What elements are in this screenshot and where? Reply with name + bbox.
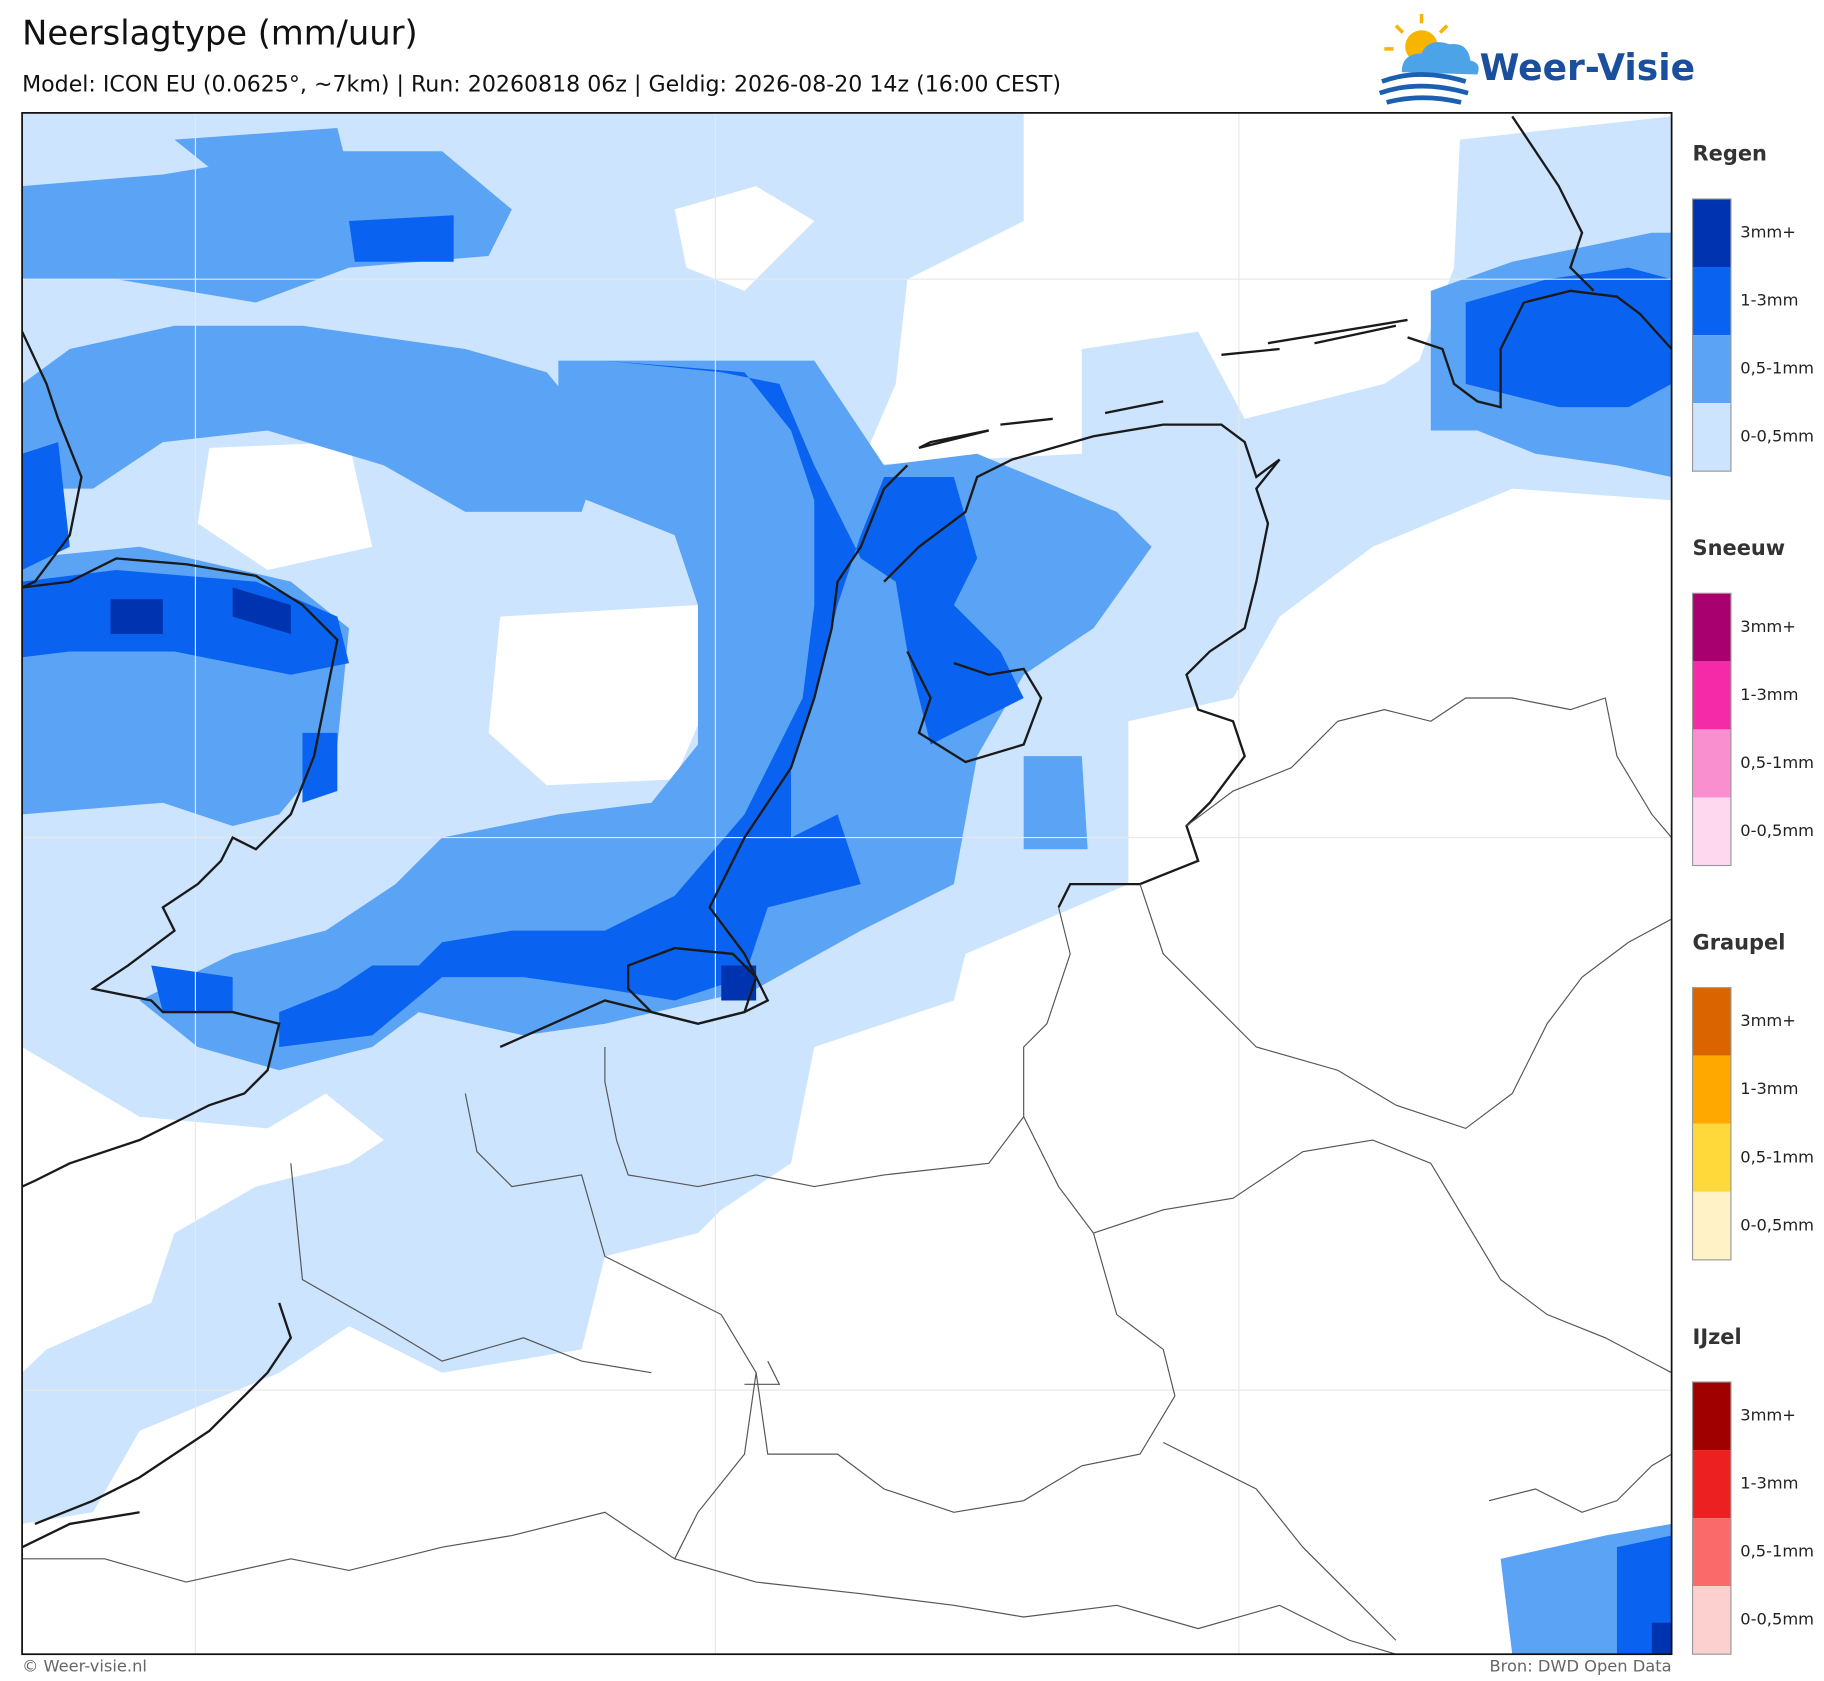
legend-label: 0,5-1mm	[1740, 1542, 1814, 1561]
legend-section: Regen 3mm+ 1-3mm 0,5-1mm 0-0,5mm	[1691, 142, 1814, 472]
legend-swatch	[1692, 1191, 1731, 1260]
legend-label: 0,5-1mm	[1740, 359, 1814, 378]
legend-swatch	[1692, 403, 1731, 472]
legend-section: Graupel 3mm+ 1-3mm 0,5-1mm 0-0,5mm	[1691, 930, 1814, 1261]
legend-border	[1691, 987, 1732, 1261]
legend-swatch	[1692, 267, 1731, 336]
legend-section: Sneeuw 3mm+ 1-3mm 0,5-1mm 0-0,5mm	[1691, 536, 1814, 867]
legend-swatch	[1692, 729, 1731, 798]
subtitle: Model: ICON EU (0.0625°, ~7km) | Run: 20…	[22, 71, 1061, 97]
title: Neerslagtype (mm/uur)	[22, 13, 418, 52]
legend-title: Graupel	[1693, 930, 1786, 954]
legend: Regen 3mm+ 1-3mm 0,5-1mm 0-0,5mm Sneeuw 3mm+ 1-…	[1691, 142, 1814, 1655]
legend-label: 0-0,5mm	[1740, 821, 1814, 840]
legend-swatch	[1692, 335, 1731, 404]
logo: Weer-Visie	[1378, 13, 1695, 105]
legend-label: 0,5-1mm	[1740, 1147, 1814, 1166]
legend-swatch	[1692, 797, 1731, 866]
legend-label: 0,5-1mm	[1740, 753, 1814, 772]
legend-label: 1-3mm	[1740, 1474, 1798, 1493]
source: Bron: DWD Open Data	[1489, 1657, 1671, 1676]
legend-title: Sneeuw	[1693, 536, 1786, 560]
legend-section: IJzel 3mm+ 1-3mm 0,5-1mm 0-0,5mm	[1691, 1325, 1814, 1655]
legend-label: 3mm+	[1740, 1011, 1796, 1030]
credit: © Weer-visie.nl	[22, 1657, 147, 1676]
legend-title: Regen	[1693, 142, 1767, 166]
legend-swatch	[1692, 1055, 1731, 1124]
legend-border	[1691, 198, 1732, 472]
legend-swatch	[1692, 1382, 1731, 1451]
logo-text: Weer-Visie	[1480, 47, 1695, 89]
legend-label: 1-3mm	[1740, 291, 1798, 310]
legend-border	[1691, 1381, 1732, 1655]
legend-label: 0-0,5mm	[1740, 1215, 1814, 1234]
legend-swatch	[1692, 198, 1731, 268]
legend-swatch	[1692, 1586, 1731, 1655]
map	[22, 112, 1672, 1655]
map-frame	[21, 112, 1673, 1656]
legend-swatch	[1692, 593, 1731, 662]
legend-swatch	[1692, 1123, 1731, 1192]
legend-label: 3mm+	[1740, 1406, 1796, 1425]
legend-label: 1-3mm	[1740, 1079, 1798, 1098]
legend-swatch	[1692, 1450, 1731, 1519]
legend-swatch	[1692, 987, 1731, 1056]
legend-swatch	[1692, 661, 1731, 730]
legend-title: IJzel	[1693, 1325, 1742, 1349]
legend-swatch	[1692, 1518, 1731, 1587]
legend-label: 1-3mm	[1740, 685, 1798, 704]
legend-label: 0-0,5mm	[1740, 1610, 1814, 1629]
legend-label: 3mm+	[1740, 222, 1796, 241]
legend-label: 0-0,5mm	[1740, 427, 1814, 446]
legend-border	[1691, 592, 1732, 867]
legend-label: 3mm+	[1740, 617, 1796, 636]
